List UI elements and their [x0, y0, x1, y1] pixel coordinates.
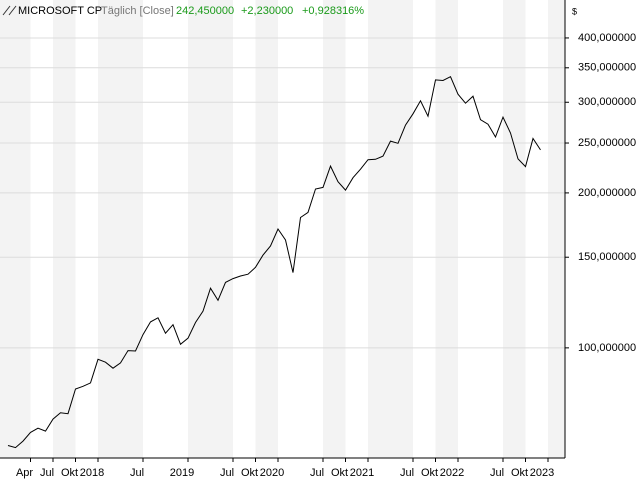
x-tick-label: 2019 — [170, 467, 194, 479]
band — [435, 0, 458, 458]
band — [503, 0, 526, 458]
x-tick-label: Jul — [40, 467, 54, 479]
x-tick-label: 2022 — [440, 467, 464, 479]
x-tick-label: Okt — [421, 467, 438, 479]
x-tick-label: Okt — [61, 467, 78, 479]
x-tick-label: Apr — [16, 467, 33, 479]
y-tick-label: 200,000000 — [578, 187, 636, 199]
x-tick-label: Okt — [241, 467, 258, 479]
y-tick-label: 150,000000 — [578, 251, 636, 263]
chart-icon — [2, 5, 17, 16]
change-percent: +0,928316% — [302, 5, 364, 17]
y-tick-label: 300,000000 — [578, 96, 636, 108]
band — [98, 0, 143, 458]
price-line — [7, 76, 541, 449]
x-tick-label: Okt — [511, 467, 528, 479]
y-tick-label: 350,000000 — [578, 62, 636, 74]
band — [368, 0, 413, 458]
x-tick-label: 2018 — [80, 467, 104, 479]
chart-title: MICROSOFT CP — [18, 5, 102, 17]
x-tick-label: Jul — [220, 467, 234, 479]
band — [323, 0, 346, 458]
band — [188, 0, 233, 458]
band — [53, 0, 76, 458]
change: +2,230000 — [241, 5, 293, 17]
x-tick-label: Jul — [400, 467, 414, 479]
y-tick-label: 100,000000 — [578, 342, 636, 354]
y-axis-label: $ — [572, 6, 577, 16]
x-tick-label: 2023 — [530, 467, 554, 479]
band — [0, 0, 31, 458]
band — [548, 0, 565, 458]
bands — [0, 0, 565, 458]
x-tick-label: Jul — [310, 467, 324, 479]
y-tick-label: 400,000000 — [578, 32, 636, 44]
chart-subtitle: Täglich [Close] — [101, 5, 174, 17]
x-tick-label: Okt — [331, 467, 348, 479]
band — [255, 0, 278, 458]
x-tick-label: Jul — [490, 467, 504, 479]
y-tick-label: 250,000000 — [578, 137, 636, 149]
x-tick-label: 2020 — [260, 467, 284, 479]
last-value: 242,450000 — [176, 5, 234, 17]
x-tick-label: 2021 — [350, 467, 374, 479]
x-tick-label: Jul — [130, 467, 144, 479]
